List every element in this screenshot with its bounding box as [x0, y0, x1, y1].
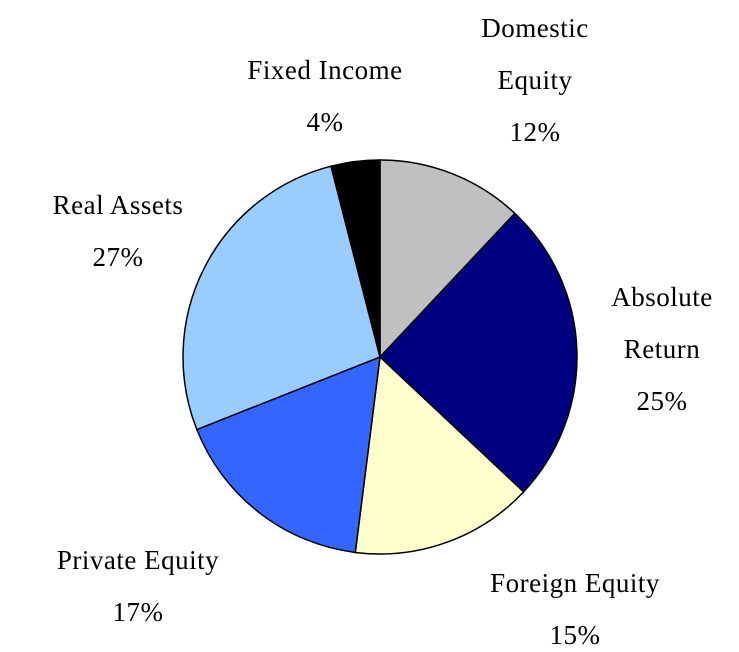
- pie-slice: [378, 212, 578, 493]
- value-label: 4%: [306, 107, 344, 137]
- value-label: 17%: [112, 597, 164, 627]
- value-label: 27%: [92, 242, 144, 272]
- category-label: Real Assets: [52, 190, 184, 220]
- pie-slice: [182, 165, 381, 431]
- value-label: 25%: [636, 386, 688, 416]
- slice-label: Domestic Equity 12%: [465, 2, 605, 158]
- slice-label: Fixed Income 4%: [215, 44, 435, 148]
- value-label: 12%: [509, 117, 561, 147]
- slice-label: Foreign Equity 15%: [445, 557, 705, 652]
- category-label: Absolute Return: [611, 282, 713, 364]
- pie-slice: [195, 355, 381, 554]
- pie-slice: [354, 355, 525, 555]
- category-label: Foreign Equity: [490, 568, 660, 598]
- slice-label: Absolute Return 25%: [592, 271, 732, 427]
- value-label: 15%: [549, 620, 601, 650]
- category-label: Fixed Income: [247, 55, 403, 85]
- pie-slice: [379, 159, 516, 359]
- category-label: Private Equity: [56, 545, 220, 575]
- category-label: Domestic Equity: [481, 13, 589, 95]
- pie-slice: [330, 159, 381, 358]
- slice-label: Private Equity 17%: [8, 534, 268, 638]
- slice-label: Real Assets 27%: [8, 179, 228, 283]
